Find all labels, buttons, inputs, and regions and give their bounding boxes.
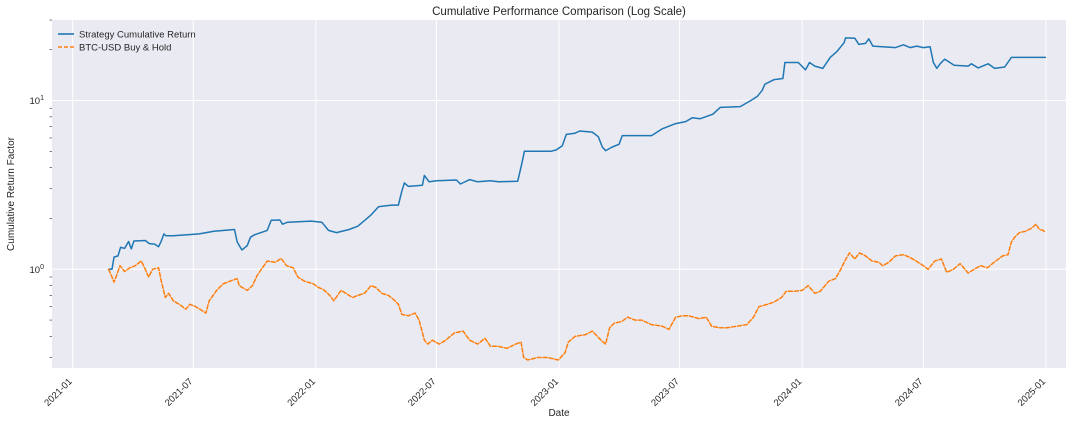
x-tick-label-2022-07: 2022-07 bbox=[406, 376, 438, 408]
x-tick-labels: 2021-01 2021-07 2022-01 2022-07 2023-01 2023-… bbox=[42, 376, 1048, 408]
x-tick-label-2023-07: 2023-07 bbox=[649, 376, 681, 408]
x-axis-label: Date bbox=[548, 408, 570, 419]
y-axis-label: Cumulative Return Factor bbox=[6, 136, 17, 251]
x-tick-label-2024-01: 2024-01 bbox=[772, 376, 804, 408]
minor-tick-layer bbox=[49, 19, 52, 358]
btc-buy-hold-line bbox=[107, 223, 1047, 361]
chart-title: Cumulative Performance Comparison (Log S… bbox=[432, 6, 686, 18]
x-tick-label-2024-07: 2024-07 bbox=[893, 376, 925, 408]
legend: Strategy Cumulative Return BTC-USD Buy &… bbox=[58, 30, 196, 54]
x-tick-label-2021-07: 2021-07 bbox=[163, 376, 195, 408]
legend-label-btc: BTC-USD Buy & Hold bbox=[79, 43, 171, 54]
grid-layer bbox=[52, 20, 1066, 368]
y-tick-labels: 100 101 bbox=[30, 95, 45, 276]
x-tick-label-2022-01: 2022-01 bbox=[286, 376, 318, 408]
y-tick-label-1: 100 bbox=[30, 264, 45, 276]
x-tick-label-2025-01: 2025-01 bbox=[1016, 376, 1048, 408]
strategy-return-line bbox=[107, 37, 1047, 271]
y-tick-label-10: 101 bbox=[30, 95, 45, 107]
x-tick-label-2021-01: 2021-01 bbox=[42, 376, 74, 408]
legend-label-strategy: Strategy Cumulative Return bbox=[79, 30, 196, 41]
x-tick-label-2023-01: 2023-01 bbox=[529, 376, 561, 408]
series-layer bbox=[107, 37, 1047, 361]
